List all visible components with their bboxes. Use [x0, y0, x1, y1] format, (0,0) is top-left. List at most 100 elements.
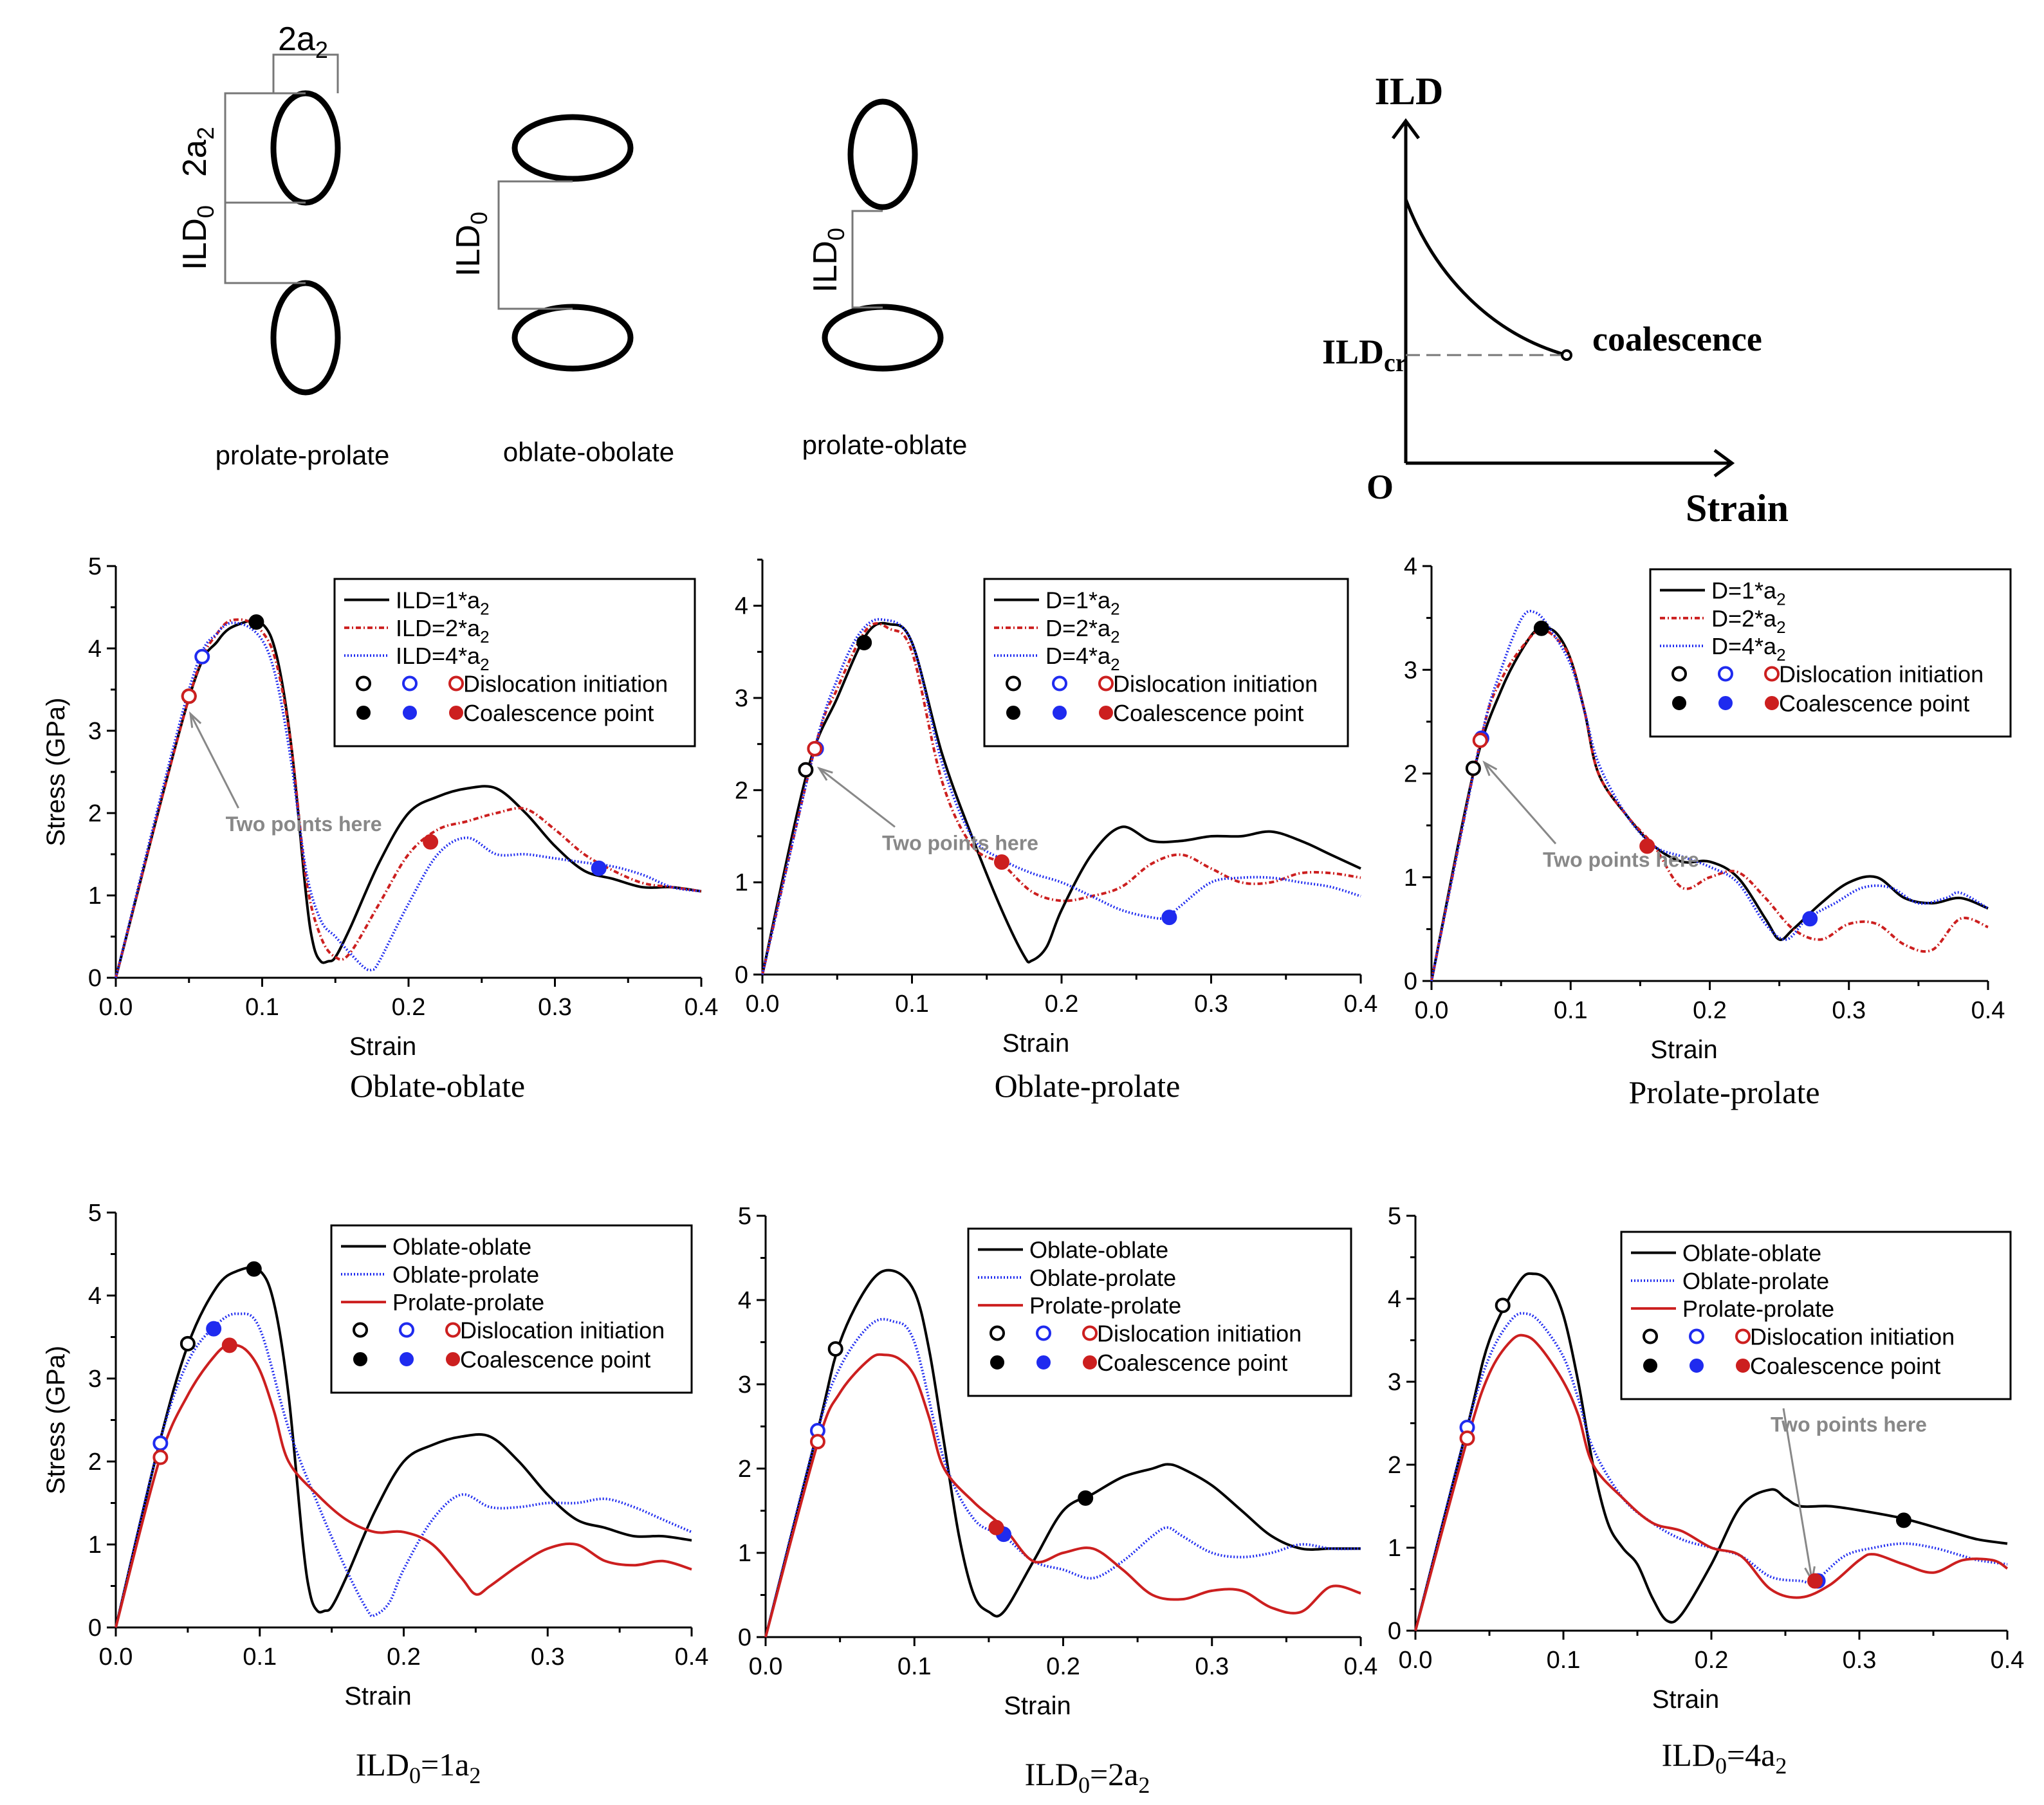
legend-box	[1649, 568, 2012, 738]
legend-marker	[356, 706, 371, 720]
caption-prolate-oblate: prolate-oblate	[802, 430, 968, 460]
x-axis-label: Strain	[1650, 1036, 1718, 1064]
x-tick-label: 0.3	[1843, 1647, 1877, 1674]
series-line-1	[764, 1317, 1361, 1638]
series-line-2	[764, 1353, 1361, 1638]
legend: Oblate-oblateOblate-prolateProlate-prola…	[330, 1224, 693, 1394]
initiation-marker-2	[152, 1449, 169, 1465]
legend-marker	[1671, 666, 1687, 682]
chart-ild0-1a2: 0.0 0.1 0.2 0.3 0.4 0 1 2 3 4 5 Strain Stress (GPa) O…	[42, 1200, 708, 1710]
initiation-marker-1	[194, 648, 210, 664]
legend-label-1: Oblate-prolate	[1029, 1265, 1176, 1291]
oblate-void-bottom	[511, 304, 634, 372]
chart-prolate-prolate: 0.0 0.1 0.2 0.3 0.4 0 1 2 3 4 Strain Two points her…	[1404, 553, 2012, 1064]
y-tick-label: 5	[1388, 1203, 1401, 1230]
x-tick-label: 0.2	[1695, 1647, 1729, 1674]
legend-marker	[446, 1352, 460, 1366]
y-tick-label: 3	[1404, 657, 1417, 684]
y-tick-label: 3	[88, 1366, 102, 1393]
legend-marker	[400, 1352, 414, 1366]
annotation-arrowhead	[189, 711, 202, 728]
x-tick-label: 0.1	[1554, 997, 1588, 1024]
legend-coalescence-label: Coalescence point	[1750, 1353, 1940, 1379]
x-axis-label: Strain	[1686, 487, 1789, 529]
legend-label-0: D=1*a2	[1045, 587, 1120, 619]
initiation-marker-1	[152, 1435, 169, 1451]
legend-label-2: D=4*a2	[1045, 643, 1120, 674]
oblate-void	[822, 304, 944, 372]
legend-marker	[1098, 675, 1114, 692]
annotation-text: Two points here	[226, 812, 382, 836]
legend-marker	[1736, 1359, 1750, 1373]
legend-marker	[403, 706, 417, 720]
legend-marker	[1643, 1328, 1658, 1344]
legend-label-2: Prolate-prolate	[1029, 1292, 1181, 1319]
legend-marker	[1689, 1328, 1704, 1344]
caption-oblate-prolate: Oblate-prolate	[995, 1068, 1181, 1104]
two-a2-label-top: 2a2	[278, 21, 328, 63]
series-line-2	[1414, 1333, 2009, 1631]
legend-label-0: ILD=1*a2	[396, 587, 490, 619]
legend-marker	[1083, 1355, 1097, 1370]
y-tick-label: 2	[88, 1449, 102, 1476]
legend-marker	[1718, 666, 1733, 682]
coalescence-marker-0	[1078, 1490, 1094, 1506]
coalescence-marker-2	[221, 1337, 237, 1353]
initiation-marker-0	[1495, 1297, 1511, 1314]
y-tick-label: 1	[88, 1532, 102, 1559]
y-tick-label: 0	[738, 1624, 751, 1651]
legend-initiation-label: Dislocation initiation	[1113, 671, 1318, 697]
prolate-void	[847, 98, 918, 210]
coalescence-marker-1	[206, 1321, 222, 1337]
oblate-void-top	[511, 114, 634, 182]
annotation-arrow	[818, 767, 896, 828]
y-tick-label: 0	[88, 965, 102, 992]
x-tick-label: 0.0	[746, 991, 780, 1018]
x-tick-label: 0.4	[1344, 1653, 1378, 1680]
series-line-0	[764, 1269, 1361, 1638]
initiation-marker-2	[181, 688, 197, 704]
coalescence-marker-2	[1807, 1573, 1823, 1589]
y-tick-label: 3	[738, 1371, 751, 1398]
legend-box	[333, 578, 696, 747]
y-tick-label: 3	[1388, 1369, 1401, 1396]
prolate-oblate-diagram: ILD0 prolate-oblate	[802, 98, 968, 460]
coalescence-marker-1	[1802, 911, 1818, 927]
legend-initiation-label: Dislocation initiation	[460, 1317, 665, 1344]
legend-marker	[1764, 666, 1780, 682]
x-axis-label: Strain	[1652, 1685, 1720, 1714]
caption-ild0-4a2: ILD0=4a2	[1662, 1737, 1787, 1779]
legend-marker	[1052, 675, 1067, 692]
legend-label-0: D=1*a2	[1711, 578, 1786, 609]
legend-marker	[1643, 1359, 1657, 1373]
coalescence-marker-0	[246, 1261, 262, 1277]
legend-marker	[1036, 1355, 1051, 1370]
coalescence-marker-0	[856, 635, 872, 650]
legend-box	[330, 1224, 693, 1394]
critical-ild-label: ILDcr	[1322, 333, 1407, 377]
legend-label-1: ILD=2*a2	[396, 615, 490, 646]
x-tick-label: 0.1	[245, 994, 279, 1021]
y-tick-label: 1	[88, 883, 102, 910]
x-tick-label: 0.2	[1045, 991, 1079, 1018]
x-tick-label: 0.3	[538, 994, 572, 1021]
annotation-text: Two points here	[1543, 848, 1699, 872]
legend-marker	[1672, 696, 1686, 710]
y-tick-label: 4	[88, 1283, 102, 1310]
x-axis-label: Strain	[349, 1032, 417, 1061]
origin-label: O	[1367, 468, 1394, 506]
initiation-marker-2	[1459, 1430, 1475, 1446]
y-tick-label: 4	[1404, 553, 1417, 580]
legend-initiation-label: Dislocation initiation	[1750, 1324, 1955, 1350]
initiation-marker-2	[1472, 732, 1488, 748]
legend-label-2: Prolate-prolate	[392, 1289, 544, 1315]
annotation-text: Two points here	[882, 832, 1038, 855]
series-line-0	[1414, 1272, 2008, 1631]
legend-label-1: Oblate-prolate	[1682, 1268, 1829, 1294]
coalescence-marker-1	[591, 860, 607, 876]
caption-prolate-prolate: Prolate-prolate	[1628, 1074, 1819, 1110]
legend-initiation-label: Dislocation initiation	[1097, 1321, 1302, 1347]
annotation-arrow	[1484, 762, 1557, 845]
